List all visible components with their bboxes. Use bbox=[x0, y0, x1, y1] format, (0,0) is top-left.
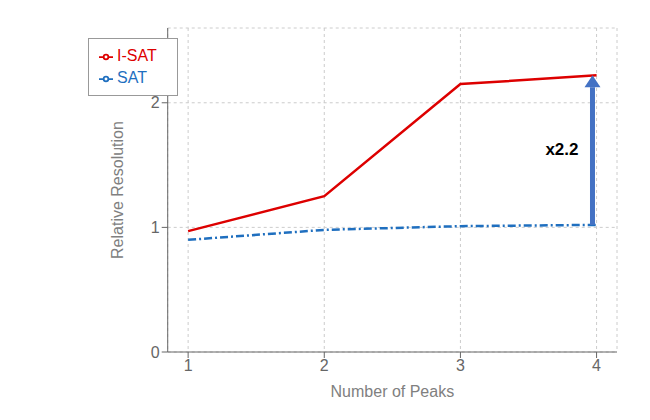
svg-text:0: 0 bbox=[151, 344, 160, 361]
svg-text:1: 1 bbox=[151, 219, 160, 236]
svg-text:2: 2 bbox=[151, 94, 160, 111]
svg-text:2: 2 bbox=[320, 357, 329, 374]
svg-text:Relative Resolution: Relative Resolution bbox=[109, 121, 126, 259]
svg-text:x2.2: x2.2 bbox=[545, 140, 578, 159]
svg-text:4: 4 bbox=[592, 357, 601, 374]
html-text:I-SAT: I-SAT bbox=[117, 47, 157, 64]
svg-text:1: 1 bbox=[184, 357, 193, 374]
html-text:SAT: SAT bbox=[117, 69, 147, 86]
svg-text:3: 3 bbox=[456, 357, 465, 374]
svg-text:Number of Peaks: Number of Peaks bbox=[331, 383, 455, 400]
